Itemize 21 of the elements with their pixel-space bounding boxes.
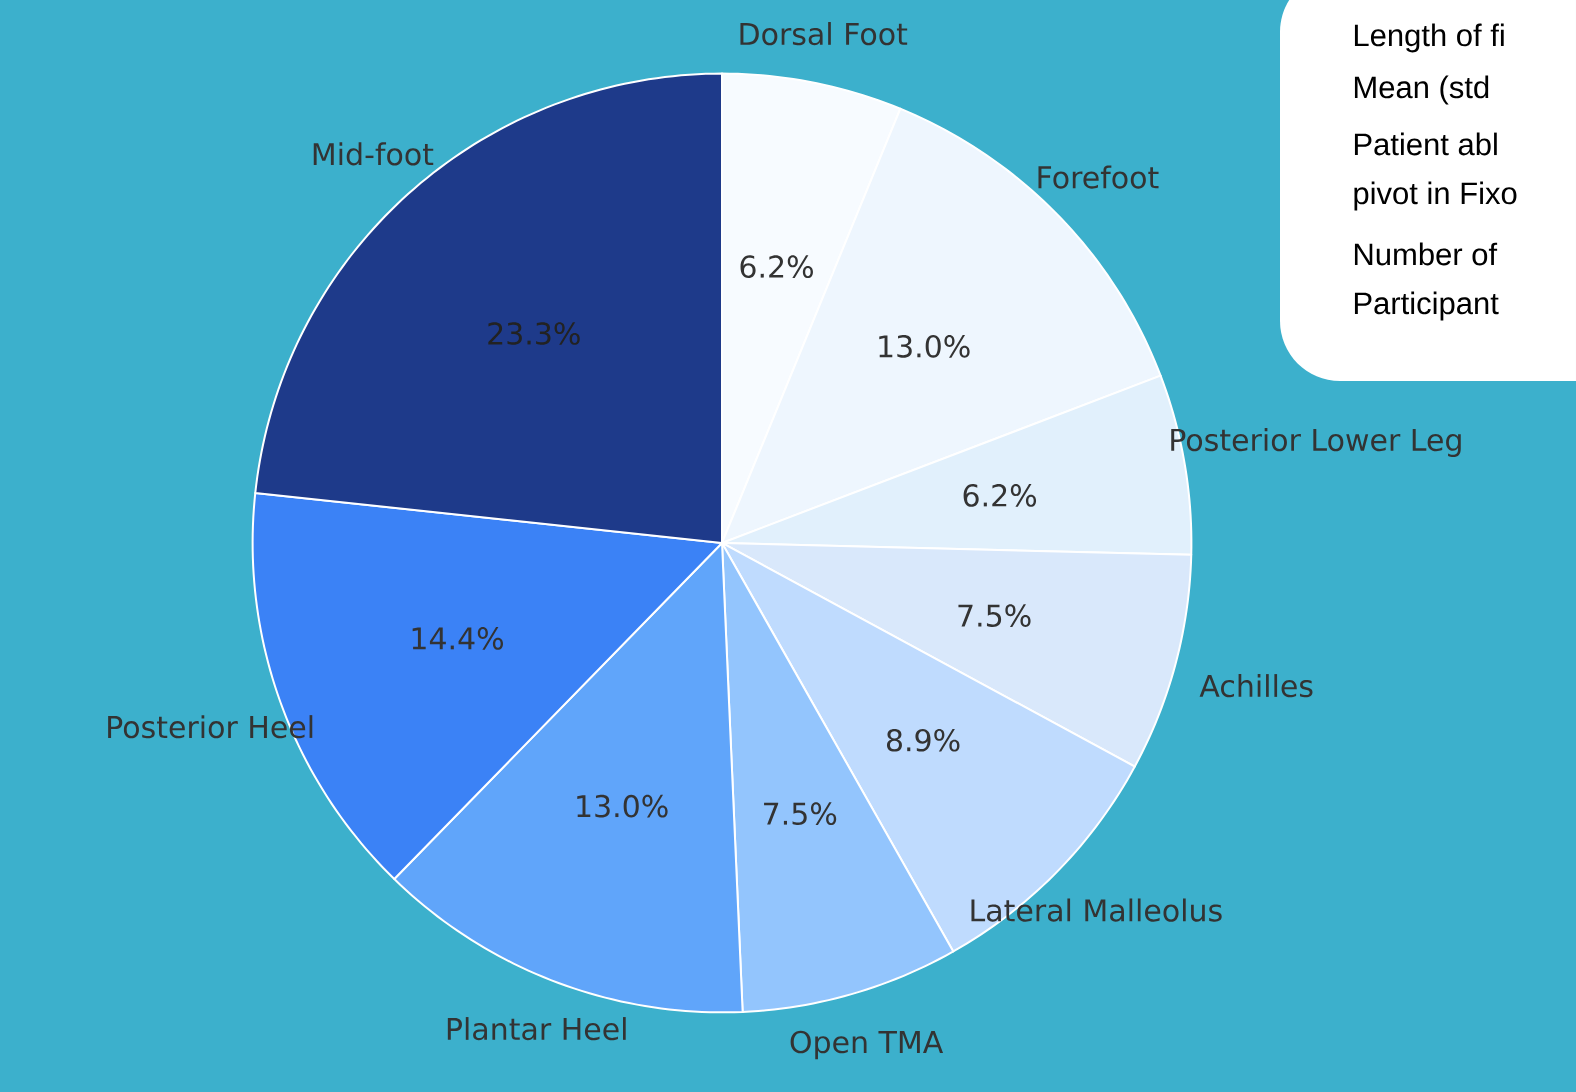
data-label: 8.9% <box>886 728 960 752</box>
slice-label: Open TMA <box>790 1030 944 1060</box>
text: Patient abl <box>1354 132 1497 156</box>
slice-label: Mid-foot <box>313 142 434 166</box>
text: Participant <box>1354 291 1499 321</box>
text: Number of <box>1354 242 1498 266</box>
data-label: 7.5% <box>764 802 837 826</box>
data-label: 6.2% <box>740 255 813 279</box>
data-label: 6.2% <box>963 484 1037 507</box>
slice-label: Forefoot <box>1038 165 1159 189</box>
text: pivot in Fixo <box>1354 181 1517 211</box>
data-label: 23.3% <box>488 322 580 345</box>
slice-label: Achilles <box>1199 674 1313 698</box>
text: Length of fi <box>1354 23 1504 53</box>
data-label: 13.0% <box>577 794 668 818</box>
slice-label: Plantar Heel <box>447 1017 626 1041</box>
data-label: 13.0% <box>879 335 970 358</box>
data-label: 7.5% <box>958 604 1031 627</box>
text: Mean (std <box>1354 75 1489 105</box>
data-label: 14.4% <box>412 627 503 650</box>
slice-label: Dorsal Foot <box>740 22 908 46</box>
